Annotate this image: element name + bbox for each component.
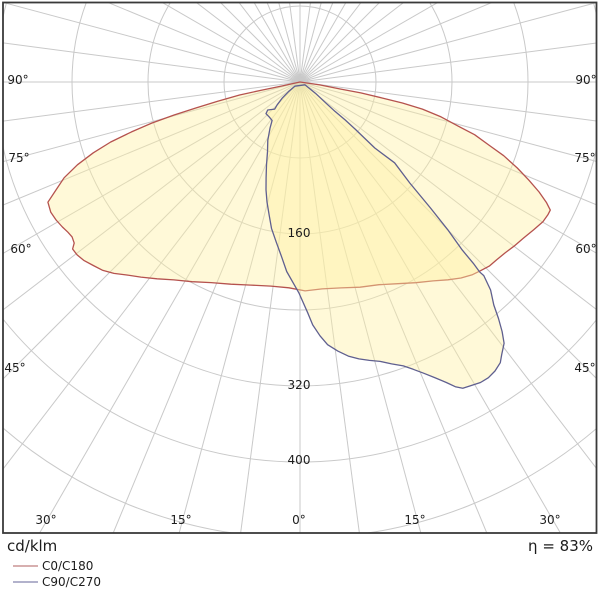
grid-radial-262.5 <box>3 42 301 83</box>
intensity-curves <box>47 81 551 389</box>
grid-radial-15 <box>299 81 422 533</box>
angle-label-1-75deg: 75° <box>8 151 29 165</box>
grid-radial-352.5 <box>240 81 301 533</box>
grid-radial-112.5 <box>299 2 494 83</box>
grid-radial-52.5 <box>299 81 597 311</box>
angle-label-2-60deg: 60° <box>10 242 31 256</box>
grid-radial-330 <box>39 81 301 533</box>
angle-tick-labels: 90° 75° 60° 45° 30° 15° 0° 15° 30° 45° 60° 75° 90° <box>4 73 596 527</box>
grid-radial-345 <box>178 81 301 533</box>
grid-radial-67.5 <box>299 81 597 206</box>
angle-label-9-45deg: 45° <box>574 361 595 375</box>
grid-radial-307.5 <box>3 81 301 311</box>
grid-radial-285 <box>3 81 301 163</box>
angle-label-4-30deg: 30° <box>35 513 56 527</box>
angle-label-6-0deg: 0° <box>292 513 306 527</box>
angle-label-11-75deg: 75° <box>574 151 595 165</box>
angle-label-12-90deg: 90° <box>575 73 596 87</box>
angle-label-0-90deg: 90° <box>7 73 28 87</box>
legend-label-c90-c270: C90/C270 <box>42 575 101 589</box>
grid-radial-22.5 <box>299 81 488 533</box>
curve-c90-c270 <box>265 84 505 389</box>
grid-radial-37.5 <box>299 81 597 470</box>
grid-radial-30 <box>299 81 561 533</box>
grid-radial-225 <box>219 2 301 83</box>
angle-label-8-30deg: 30° <box>539 513 560 527</box>
ring-label-400: 400 <box>288 453 311 467</box>
ring-label-320: 320 <box>288 378 311 392</box>
radial-tick-labels: 160 320 400 <box>288 226 311 467</box>
grid-radial-315 <box>3 81 301 380</box>
grid-radial-127.5 <box>299 2 405 83</box>
grid-radial-300 <box>3 81 301 255</box>
angle-label-5-15deg: 15° <box>170 513 191 527</box>
grid-radial-337.5 <box>112 81 301 533</box>
grid-radial-240 <box>161 2 301 83</box>
grid-radial-82.5 <box>299 81 597 122</box>
angle-label-10-60deg: 60° <box>575 242 596 256</box>
grid-radial-7.5 <box>299 81 360 533</box>
unit-label: cd/klm <box>7 537 57 555</box>
grid-radial-105 <box>299 2 597 83</box>
grid-radial-120 <box>299 2 439 83</box>
plot-border <box>2 1 598 534</box>
grid-radial-292.5 <box>3 81 301 206</box>
grid-radial-135 <box>299 2 381 83</box>
grid-radial-75 <box>299 81 597 162</box>
grid-radial-322.5 <box>3 81 301 470</box>
legend: C0/C180 C90/C270 <box>13 559 101 589</box>
grid-radial-247.5 <box>106 2 301 83</box>
grid-radial-97.5 <box>299 42 597 83</box>
efficiency-label: η = 83% <box>528 537 593 555</box>
ring-label-160: 160 <box>288 226 311 240</box>
grid-radial-277.5 <box>3 81 301 122</box>
grid-radial-45 <box>299 81 597 380</box>
grid-radial-255 <box>3 2 301 83</box>
grid-radial-232.5 <box>195 2 301 83</box>
angle-label-7-15deg: 15° <box>404 513 425 527</box>
grid-radial-60 <box>299 81 597 254</box>
legend-label-c0-c180: C0/C180 <box>42 559 93 573</box>
angle-label-3-45deg: 45° <box>4 361 25 375</box>
